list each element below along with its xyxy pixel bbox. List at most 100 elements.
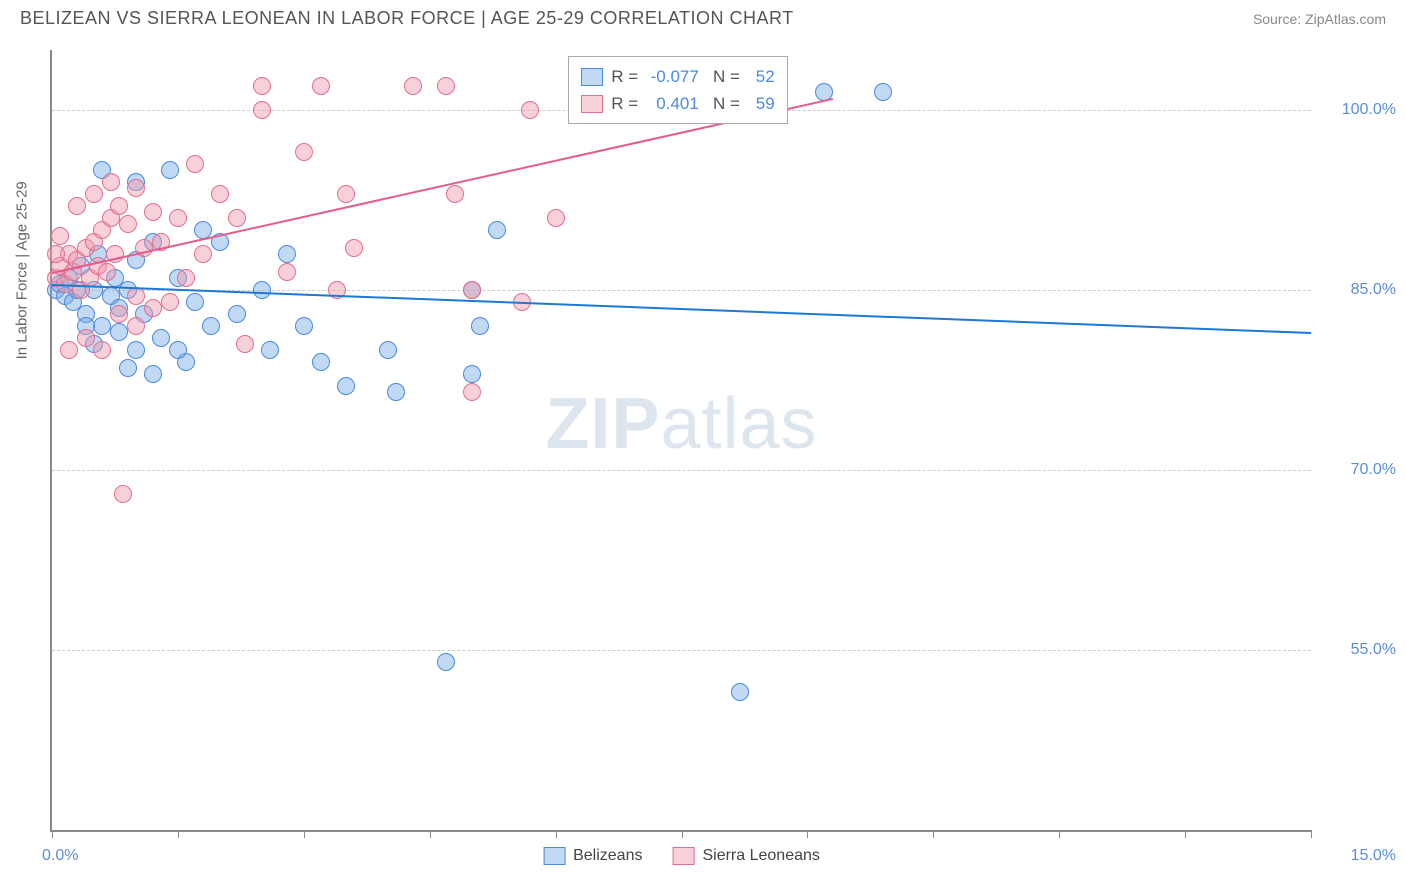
series-legend-item: Belizeans (543, 847, 642, 865)
data-point (253, 101, 271, 119)
legend-swatch (581, 68, 603, 86)
stats-text: R = -0.077 N = 52 (611, 63, 774, 90)
x-tick (178, 830, 179, 838)
data-point (278, 245, 296, 263)
data-point (874, 83, 892, 101)
y-tick-label: 70.0% (1351, 461, 1396, 479)
data-point (114, 485, 132, 503)
data-point (127, 341, 145, 359)
data-point (228, 209, 246, 227)
legend-swatch (581, 95, 603, 113)
legend-swatch (672, 847, 694, 865)
x-label-max: 15.0% (1351, 847, 1396, 865)
x-tick (682, 830, 683, 838)
gridline (52, 470, 1311, 471)
y-tick-label: 85.0% (1351, 281, 1396, 299)
series-legend: Belizeans Sierra Leoneans (543, 847, 820, 865)
x-tick (933, 830, 934, 838)
data-point (119, 215, 137, 233)
data-point (437, 653, 455, 671)
chart-header: BELIZEAN VS SIERRA LEONEAN IN LABOR FORC… (0, 0, 1406, 33)
data-point (144, 203, 162, 221)
data-point (85, 185, 103, 203)
data-point (60, 341, 78, 359)
data-point (463, 281, 481, 299)
data-point (68, 197, 86, 215)
data-point (161, 293, 179, 311)
data-point (177, 269, 195, 287)
stats-legend-row: R = -0.077 N = 52 (581, 63, 774, 90)
data-point (278, 263, 296, 281)
chart-source: Source: ZipAtlas.com (1253, 11, 1386, 27)
data-point (471, 317, 489, 335)
data-point (521, 101, 539, 119)
data-point (98, 263, 116, 281)
gridline (52, 650, 1311, 651)
data-point (127, 317, 145, 335)
data-point (127, 179, 145, 197)
data-point (169, 341, 187, 359)
data-point (337, 185, 355, 203)
x-tick (807, 830, 808, 838)
data-point (169, 209, 187, 227)
y-tick-label: 100.0% (1342, 101, 1396, 119)
stats-text: R = 0.401 N = 59 (611, 90, 774, 117)
x-tick (556, 830, 557, 838)
stats-legend: R = -0.077 N = 52R = 0.401 N = 59 (568, 56, 787, 124)
data-point (51, 227, 69, 245)
data-point (731, 683, 749, 701)
data-point (119, 359, 137, 377)
data-point (337, 377, 355, 395)
data-point (144, 365, 162, 383)
data-point (110, 305, 128, 323)
data-point (253, 281, 271, 299)
legend-swatch (543, 847, 565, 865)
data-point (161, 161, 179, 179)
data-point (345, 239, 363, 257)
data-point (463, 365, 481, 383)
series-legend-item: Sierra Leoneans (672, 847, 819, 865)
data-point (186, 293, 204, 311)
data-point (379, 341, 397, 359)
data-point (47, 245, 65, 263)
x-tick (1311, 830, 1312, 838)
data-point (488, 221, 506, 239)
x-tick (430, 830, 431, 838)
data-point (312, 353, 330, 371)
x-tick (304, 830, 305, 838)
scatter-chart: In Labor Force | Age 25-29 ZIPatlas 55.0… (50, 50, 1311, 832)
data-point (463, 383, 481, 401)
data-point (236, 335, 254, 353)
data-point (295, 143, 313, 161)
data-point (102, 173, 120, 191)
data-point (228, 305, 246, 323)
data-point (144, 299, 162, 317)
chart-title: BELIZEAN VS SIERRA LEONEAN IN LABOR FORC… (20, 8, 794, 29)
data-point (110, 197, 128, 215)
data-point (93, 341, 111, 359)
data-point (211, 185, 229, 203)
data-point (152, 329, 170, 347)
stats-legend-row: R = 0.401 N = 59 (581, 90, 774, 117)
y-tick-label: 55.0% (1351, 641, 1396, 659)
data-point (387, 383, 405, 401)
data-point (547, 209, 565, 227)
data-point (295, 317, 313, 335)
watermark: ZIPatlas (545, 383, 817, 465)
regression-line (52, 98, 833, 274)
data-point (253, 77, 271, 95)
x-tick (1185, 830, 1186, 838)
legend-label: Belizeans (573, 847, 642, 865)
x-tick (1059, 830, 1060, 838)
x-tick (52, 830, 53, 838)
data-point (194, 245, 212, 263)
data-point (110, 323, 128, 341)
data-point (186, 155, 204, 173)
data-point (202, 317, 220, 335)
data-point (261, 341, 279, 359)
y-axis-title: In Labor Force | Age 25-29 (14, 181, 31, 359)
data-point (404, 77, 422, 95)
data-point (93, 317, 111, 335)
legend-label: Sierra Leoneans (702, 847, 819, 865)
data-point (77, 329, 95, 347)
